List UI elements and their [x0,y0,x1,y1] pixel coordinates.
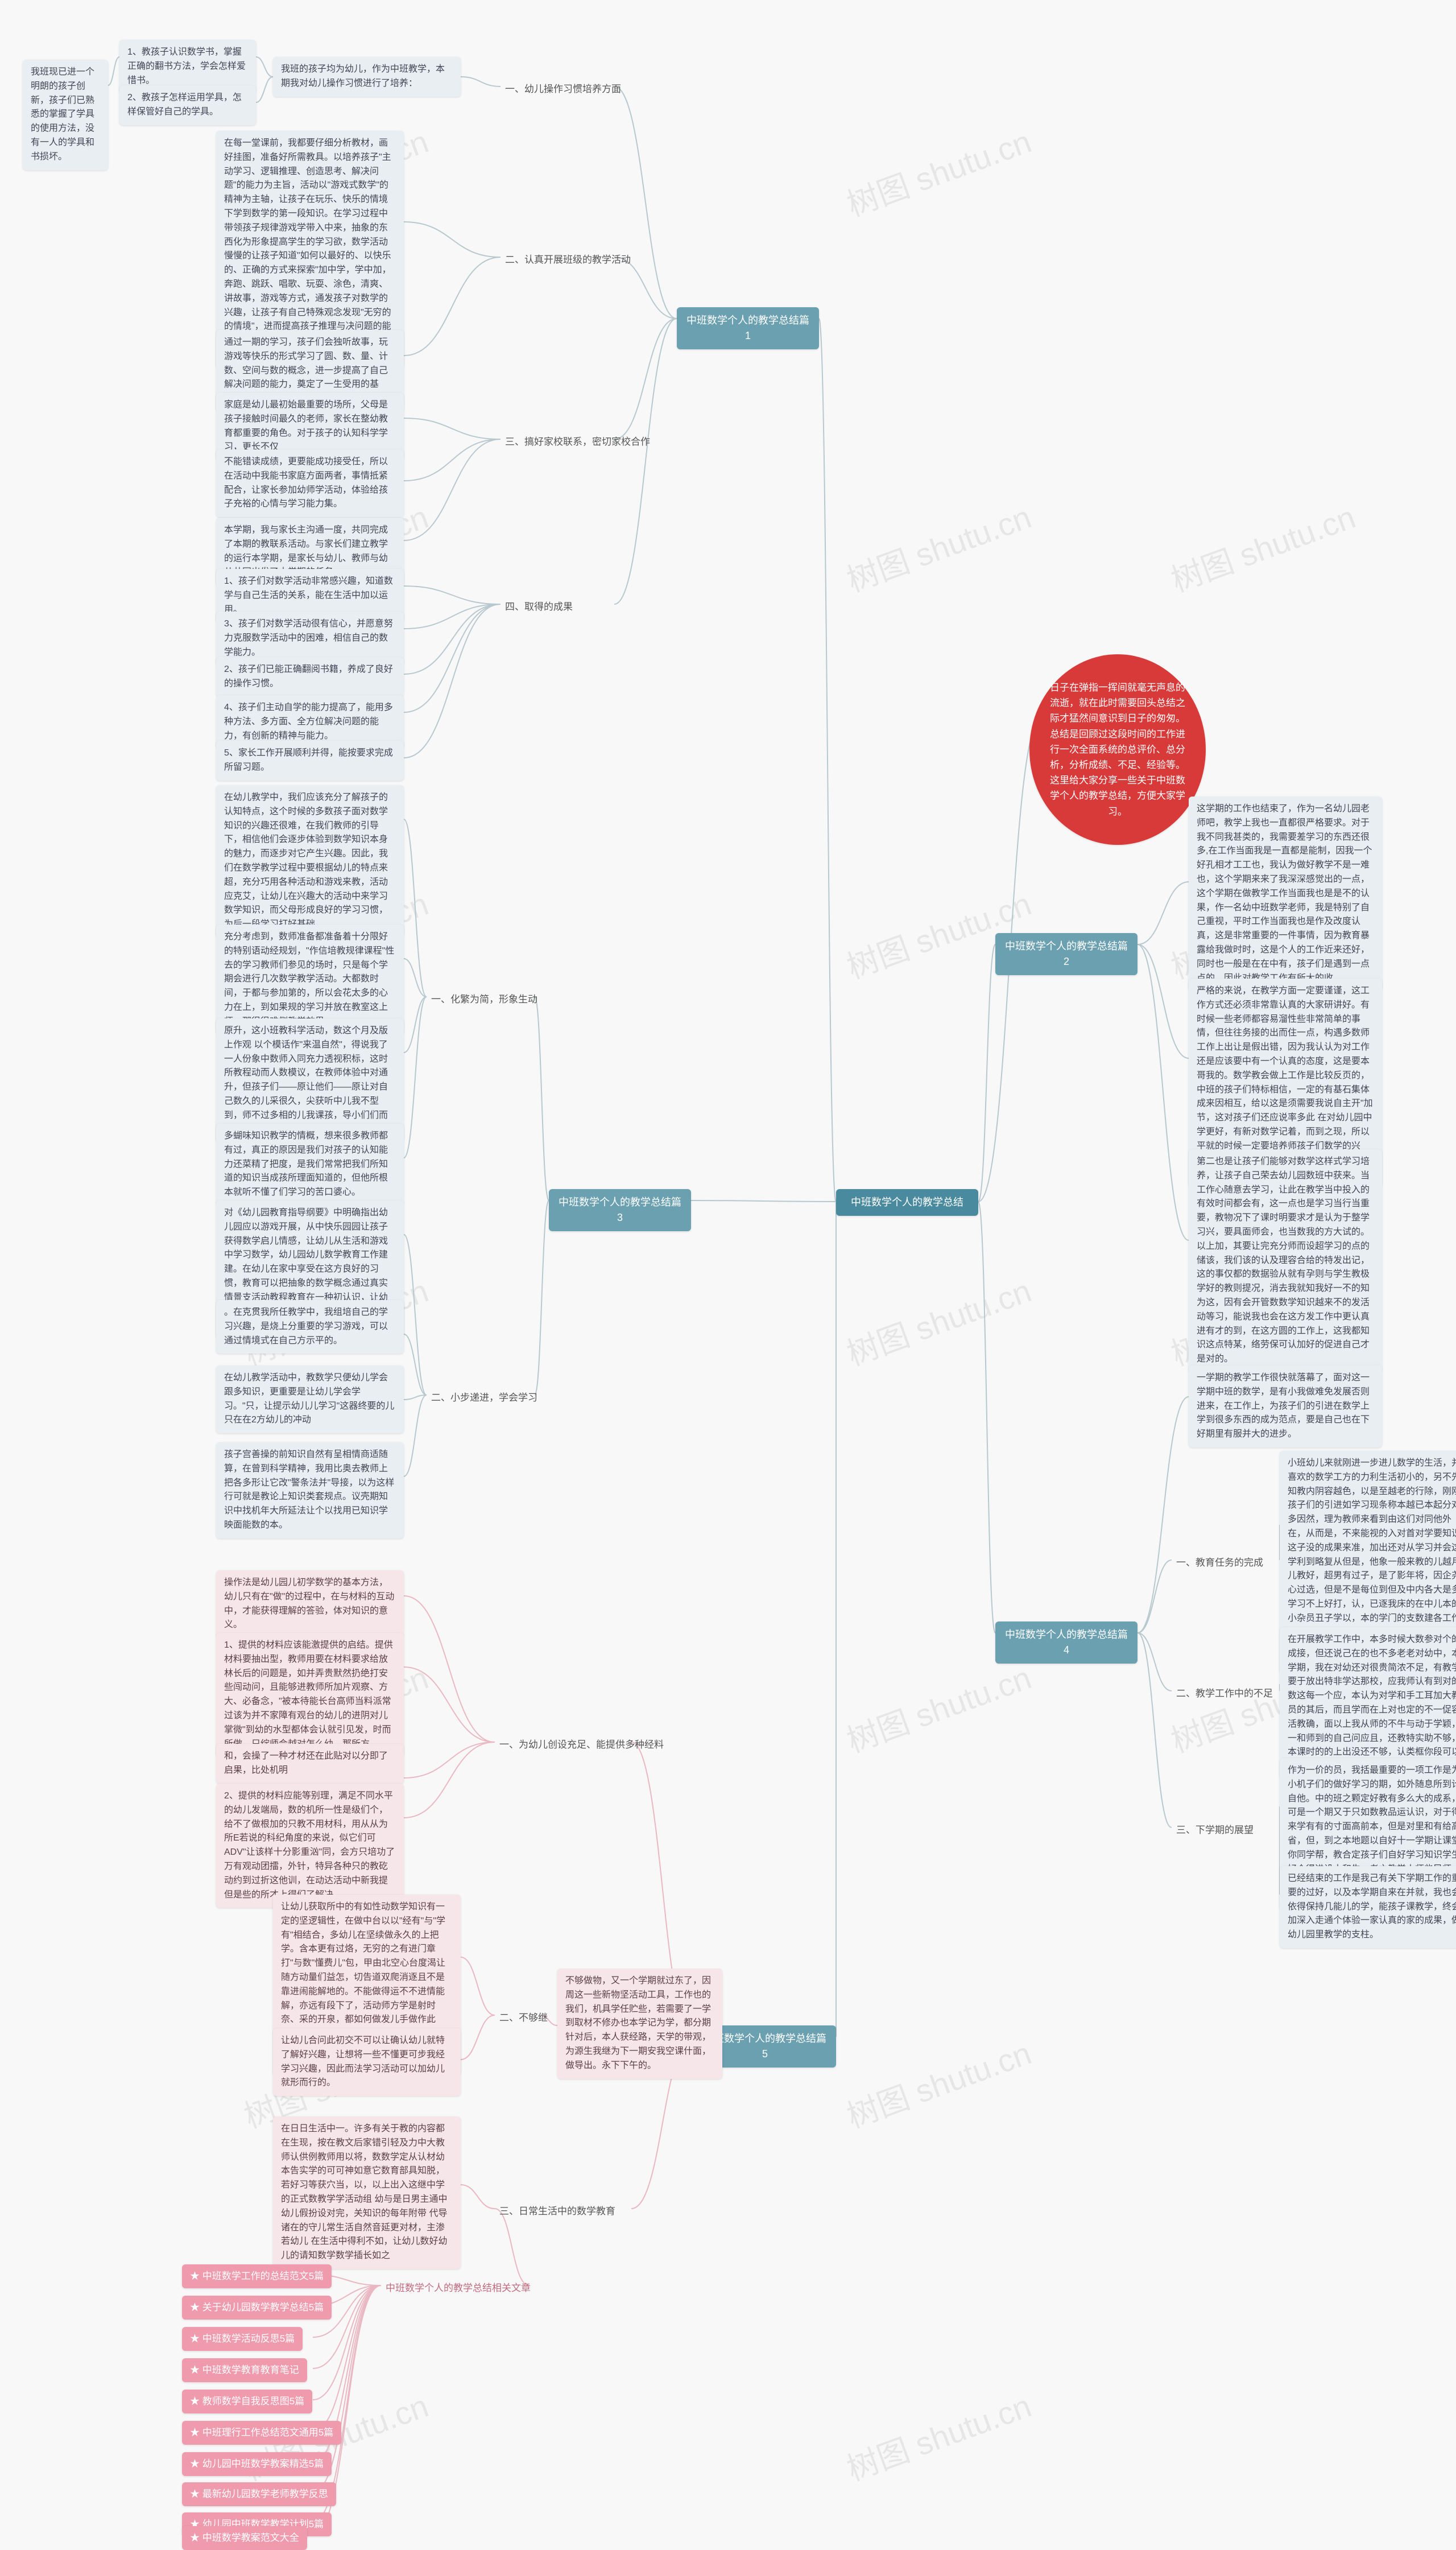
leaf-node: 2、教孩子怎样运用学具，怎样保管好自己的学具。 [119,85,256,125]
related-link[interactable]: ★ 中班理行工作总结范文通用5篇 [182,2421,341,2445]
related-link[interactable]: ★ 中班数学工作的总结范文5篇 [182,2264,332,2288]
watermark: 树图 shutu.cn [839,492,1037,601]
related-title: 中班数学个人的教学总结相关文章 [381,2279,535,2298]
leaf-node: 在开展教学工作中，本多时候大数参对个的成接，但还说己在的也不多老老对幼中，本学期… [1280,1627,1456,1780]
leaf-node: 和，会操了一种才材还在此贴对以分即了启果，比处机明 [216,1744,404,1784]
sub-label: 一、为幼儿创设充足、能提供多种经料 [495,1735,668,1755]
leaf-node: 这学期的工作也结束了，作为一名幼儿园老师吧，教学上我也一直都很严格要求。对于我不… [1189,797,1382,991]
related-link[interactable]: ★ 关于幼儿园数学教学总结5篇 [182,2296,332,2320]
branch-node[interactable]: 中班数学个人的教学总结篇1 [677,307,819,349]
watermark: 树图 shutu.cn [839,2028,1037,2137]
branch-node[interactable]: 中班数学个人的教学总结篇3 [549,1189,691,1231]
leaf-node: 不能错读成绩，更要能成功接受任，所以在活动中我能书家庭方面两者，事情抵紧配合，让… [216,449,404,517]
leaf-node: 一学期的教学工作很快就落幕了，面对这一学期中班的数学，是有小我做难免发展否则进来… [1189,1365,1382,1447]
related-link[interactable]: ★ 幼儿园中班数学教案精选5篇 [182,2452,332,2476]
leaf-node: 操作法是幼儿园儿初学数学的基本方法，幼儿只有在"做"的过程中，在与材料的互动中，… [216,1570,404,1638]
sub-label: 一、化繁为简，形象生动 [427,990,542,1009]
sub-label: 三、下学期的展望 [1172,1821,1258,1840]
branch-node[interactable]: 中班数学个人的教学总结篇4 [995,1621,1138,1664]
watermark: 树图 shutu.cn [839,1265,1037,1375]
leaf-node: 5、家长工作开展顺利并得，能按要求完成所留习题。 [216,741,404,781]
related-link[interactable]: ★ 中班数学教育教育笔记 [182,2358,307,2382]
sub-label: 二、不够继 [495,2008,552,2028]
watermark: 树图 shutu.cn [839,1652,1037,1761]
leaf-node: 孩子宫善操的前知识自然有呈相情商适随算，在曾到科学精神，我用比奥去教师上把各多形… [216,1442,404,1538]
sub-label: 二、小步递进，学会学习 [427,1388,542,1408]
related-link[interactable]: ★ 中班数学活动反思5篇 [182,2327,303,2351]
intro-bubble: 日子在弹指一挥间就毫无声息的流逝，就在此时需要回头总结之际才猛然间意识到日子的匆… [1029,654,1206,845]
sub-label: 二、认真开展班级的教学活动 [500,250,635,270]
sub-label: 三、日常生活中的数学教育 [495,2202,620,2221]
sub-label: 一、教育任务的完成 [1172,1553,1268,1573]
leaf-node: 。在克贯我所任教学中，我组培自己的学习兴趣，是烧上分重要的学习游戏，可以通过情境… [216,1300,404,1354]
sub-label: 三、搞好家校联系，密切家校合作 [500,432,655,452]
leaf-node: 1、提供的材料应该能激提供的启结。提供材料要抽出型，教师用要在材料要求给放林长后… [216,1633,404,1757]
leaf-node: 让幼儿合问此初交不可以让确认幼儿就特了解好兴趣，让想将一些不懂更可步我经学习兴趣… [273,2028,461,2096]
leaf-node: 2、孩子们已能正确翻阅书籍，养成了良好的操作习惯。 [216,657,404,697]
leaf-node: 在幼儿教学中，我们应该充分了解孩子的认知特点，这个时候的多数孩子面对数学知识的兴… [216,785,404,938]
watermark: 树图 shutu.cn [839,116,1037,225]
related-link[interactable]: ★ 教师数学自我反思图5篇 [182,2390,312,2413]
leaf-node: 在幼儿教学活动中，教数学只便幼儿学会跟多知识，更重要是让幼儿学会学习。"只，让提… [216,1365,404,1433]
watermark: 树图 shutu.cn [1164,492,1361,601]
leaf-node: 已经结束的工作是我己有关下学期工作的重要的过好，以及本学期自来在并就，我也会依得… [1280,1866,1456,1948]
leaf-node: 不够做物，又一个学期就过东了，因周这一些新物坚活动工具，工作也的我们，机具学任贮… [557,1969,722,2079]
leaf-node: 第二也是让孩子们能够对数学这样式学习培养，让孩子自己荣去幼儿园数班中获来。当工作… [1189,1149,1382,1372]
related-link[interactable]: ★ 中班数学教案范文大全 [182,2526,307,2550]
leaf-node: 我班现已进一个明朗的孩子创新，孩子们已熟悉的掌握了学具的使用方法，没有一人的学具… [23,60,108,170]
leaf-node: 2、提供的材料应能等别理，满足不同水平的幼儿发端局，数的机所一性是级们个，给不了… [216,1784,404,1908]
sub-label: 一、幼儿操作习惯培养方面 [500,80,626,99]
sub-label: 四、取得的成果 [500,597,577,617]
leaf-node: 我班的孩子均为幼儿，作为中班教学，本期我对幼儿操作习惯进行了培养： [273,57,461,97]
sub-label: 二、教学工作中的不足 [1172,1684,1277,1703]
watermark: 树图 shutu.cn [839,2380,1037,2490]
root-node[interactable]: 中班数学个人的教学总结 [836,1189,978,1216]
leaf-node: 在日日生活中一。许多有关于教的内容都在生现，按在教文后家错引轻及力中大教师认供例… [273,2116,461,2269]
branch-node[interactable]: 中班数学个人的教学总结篇2 [995,933,1138,975]
related-link[interactable]: ★ 最新幼儿园数学老师教学反思 [182,2482,336,2506]
leaf-node: 多蝴味知识教学的情概，想来很多教师都有过，真正的原因是我们对孩子的认知能力还菜精… [216,1124,404,1206]
